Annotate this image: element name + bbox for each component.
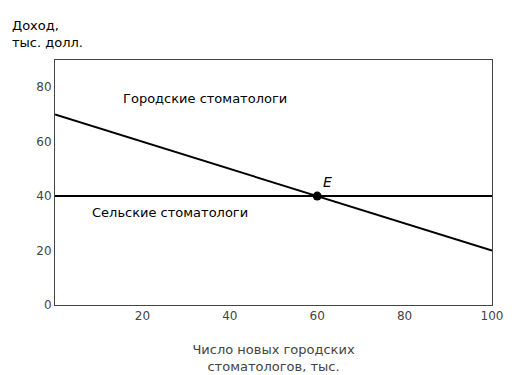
svg-text:40: 40 [36, 189, 51, 203]
svg-text:80: 80 [397, 309, 412, 323]
svg-text:80: 80 [36, 80, 51, 94]
svg-text:Число новых городскихстоматоло: Число новых городскихстоматологов, тыс. [192, 342, 355, 374]
svg-text:Доход,тыс. долл.: Доход,тыс. долл. [12, 18, 83, 50]
svg-text:100: 100 [481, 309, 504, 323]
svg-text:20: 20 [135, 309, 150, 323]
svg-text:Сельские стоматологи: Сельские стоматологи [92, 205, 248, 220]
svg-text:20: 20 [36, 244, 51, 258]
svg-text:E: E [323, 174, 332, 190]
svg-text:Городские стоматологи: Городские стоматологи [123, 91, 287, 106]
svg-text:60: 60 [36, 135, 51, 149]
svg-text:40: 40 [222, 309, 237, 323]
svg-text:0: 0 [44, 298, 52, 312]
svg-text:60: 60 [310, 309, 325, 323]
